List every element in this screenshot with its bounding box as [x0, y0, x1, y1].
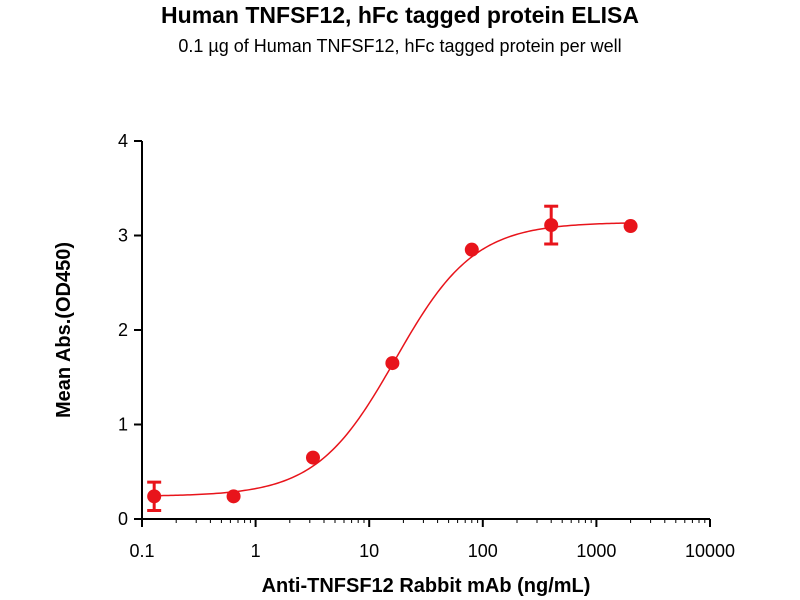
- chart-subtitle: 0.1 µg of Human TNFSF12, hFc tagged prot…: [178, 36, 622, 56]
- data-point: [623, 219, 638, 234]
- data-point: [305, 450, 320, 465]
- y-tick-label: 1: [118, 415, 128, 435]
- y-tick-label: 2: [118, 320, 128, 340]
- x-tick-label: 1: [251, 541, 261, 561]
- x-tick-label: 1000: [576, 541, 616, 561]
- ticks: 0.1 1 10 100 1000 10000 0 1 2 3 4: [118, 131, 735, 561]
- y-tick-label: 0: [118, 509, 128, 529]
- chart-title: Human TNFSF12, hFc tagged protein ELISA: [161, 2, 639, 28]
- x-tick-label: 100: [468, 541, 498, 561]
- data-point: [464, 242, 479, 257]
- data-point: [544, 218, 559, 233]
- axes: [141, 141, 710, 520]
- y-tick-label: 4: [118, 131, 128, 151]
- y-axis-label: Mean Abs.(OD450): [53, 242, 75, 418]
- x-tick-label: 10: [359, 541, 379, 561]
- x-tick-label: 10000: [685, 541, 735, 561]
- x-tick-label: 0.1: [129, 541, 154, 561]
- x-axis-label: Anti-TNFSF12 Rabbit mAb (ng/mL): [262, 575, 591, 597]
- data-point: [147, 489, 162, 504]
- y-tick-label: 3: [118, 226, 128, 246]
- data-point: [385, 356, 400, 371]
- data-points: [147, 204, 638, 512]
- data-point: [226, 489, 241, 504]
